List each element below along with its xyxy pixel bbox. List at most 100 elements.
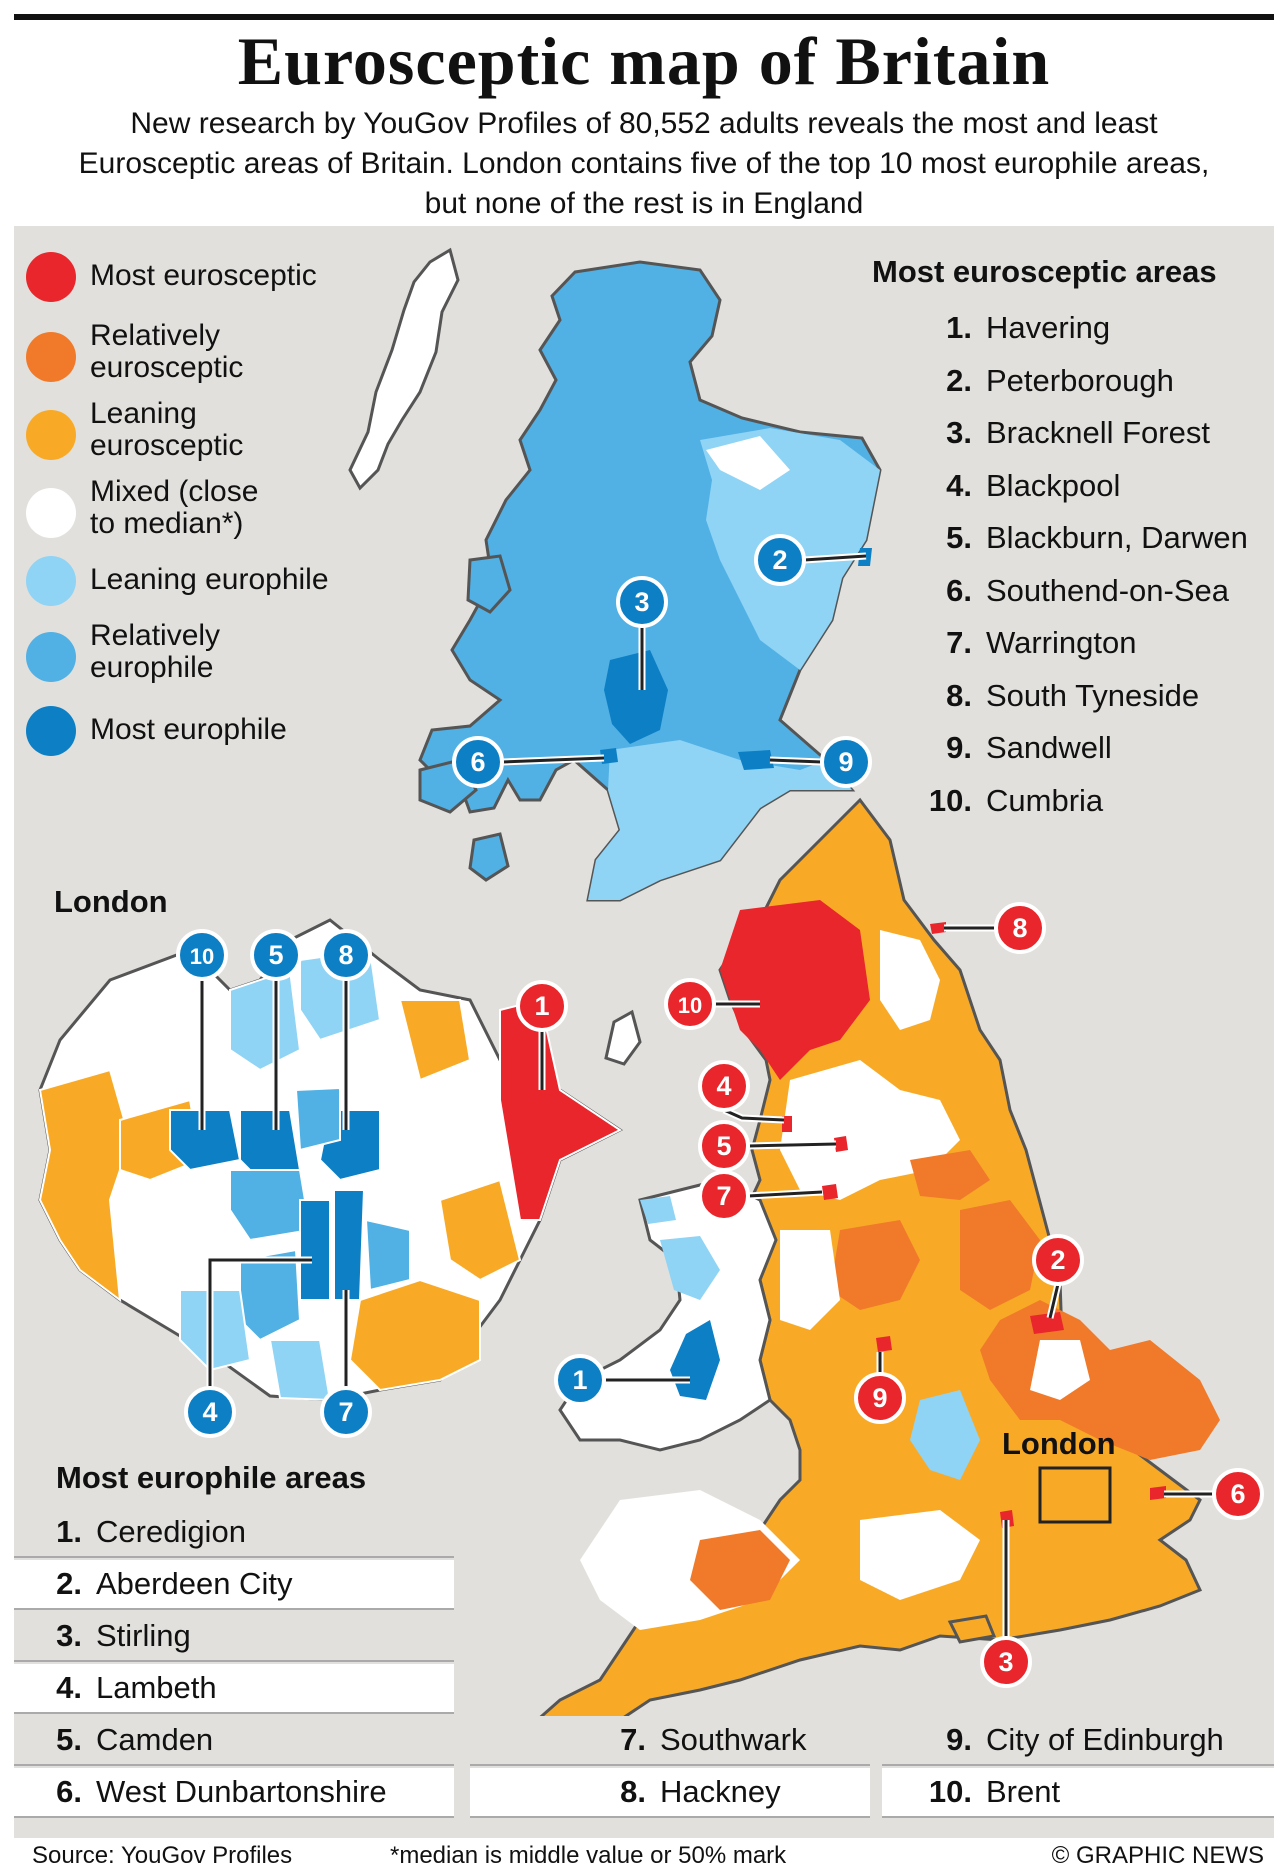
islay bbox=[468, 832, 510, 882]
list-rank: 10. bbox=[928, 1774, 972, 1809]
west-dunbartonshire bbox=[600, 748, 618, 764]
badge-circle bbox=[184, 1386, 236, 1438]
badge-number: 6 bbox=[470, 747, 485, 777]
badge-number: 2 bbox=[772, 545, 787, 575]
south-coast-mixed bbox=[860, 1510, 980, 1600]
eurosceptic-list-item: 2. Peterborough bbox=[912, 363, 1272, 399]
europhile-badge-6: 6 bbox=[452, 736, 605, 788]
list-rank: 4. bbox=[56, 1670, 82, 1705]
eurosceptic-list-item: 3. Bracknell Forest bbox=[912, 415, 1272, 451]
stirling bbox=[604, 650, 668, 744]
badge-number: 7 bbox=[716, 1181, 731, 1211]
leader-line bbox=[723, 1108, 785, 1122]
list-rank: 8. bbox=[620, 1774, 646, 1809]
europhile-list-item: 9. City of Edinburgh bbox=[882, 1716, 1274, 1766]
westminster-area bbox=[229, 1169, 312, 1242]
eurosceptic-list-item: 7. Warrington bbox=[912, 625, 1272, 661]
anglesey bbox=[640, 1196, 676, 1224]
badge-number: 10 bbox=[190, 944, 214, 969]
badge-circle bbox=[516, 980, 568, 1032]
legend-label-line2: to median*) bbox=[90, 507, 244, 540]
cambridge-mixed bbox=[1030, 1340, 1090, 1400]
skye bbox=[466, 554, 512, 614]
list-rank: 6. bbox=[946, 572, 972, 608]
london-map-label: London bbox=[1002, 1426, 1116, 1461]
top-rule bbox=[14, 14, 1274, 20]
enfield-area bbox=[398, 999, 472, 1082]
leader-line bbox=[747, 1190, 823, 1198]
devon-relative bbox=[690, 1530, 790, 1610]
europhile-list-item: 1. Ceredigion bbox=[14, 1508, 454, 1558]
south-tyneside bbox=[930, 922, 946, 934]
legend-label-line2: eurosceptic bbox=[90, 429, 244, 462]
eurosceptic-badge-8: 8 bbox=[944, 902, 1046, 954]
leader-line bbox=[501, 756, 605, 764]
list-name: Southend-on-Sea bbox=[986, 572, 1230, 608]
badge-number: 9 bbox=[872, 1383, 887, 1413]
badge-circle bbox=[176, 929, 228, 981]
eurosceptic-badge-10: 10 bbox=[664, 978, 760, 1030]
list-name: South Tyneside bbox=[986, 677, 1200, 713]
eurosceptic-badge-6: 6 bbox=[1164, 1468, 1264, 1520]
legend-label-line2: europhile bbox=[90, 651, 214, 684]
yorkshire-relative bbox=[910, 1150, 990, 1200]
eurosceptic-badge-5: 5 bbox=[698, 1120, 837, 1172]
badge-number: 8 bbox=[338, 940, 353, 970]
sandwell bbox=[876, 1336, 892, 1352]
badge-circle bbox=[980, 1636, 1032, 1688]
cumbria bbox=[720, 900, 870, 1080]
badge-number: 1 bbox=[572, 1365, 587, 1395]
southern-scotland bbox=[588, 740, 852, 900]
oxford-europhile bbox=[910, 1390, 980, 1480]
list-rank: 10. bbox=[928, 782, 972, 818]
eurosceptic-badge-3: 3 bbox=[980, 1520, 1032, 1688]
list-rank: 2. bbox=[946, 362, 972, 398]
list-rank: 2. bbox=[56, 1566, 82, 1601]
list-rank: 3. bbox=[946, 415, 972, 450]
europhile-list-item: 6. West Dunbartonshire bbox=[14, 1768, 454, 1818]
europhile-heading: Most europhile areas bbox=[56, 1460, 367, 1495]
eurosceptic-badge-1: 1 bbox=[516, 980, 568, 1090]
legend-swatch bbox=[26, 556, 76, 606]
badge-circle bbox=[994, 902, 1046, 954]
lewisham-area bbox=[364, 1218, 411, 1292]
europhile-badge-8: 8 bbox=[320, 929, 372, 1130]
badge-circle bbox=[698, 1060, 750, 1112]
europhile-badge-1: 1 bbox=[554, 1354, 690, 1406]
badge-circle bbox=[554, 1354, 606, 1406]
eurosceptic-heading: Most eurosceptic areas bbox=[872, 254, 1217, 289]
leader-line-halo bbox=[206, 1256, 312, 1388]
badge-circle bbox=[698, 1170, 750, 1222]
legend-label-line2: eurosceptic bbox=[90, 351, 244, 384]
badge-circle bbox=[820, 736, 872, 788]
moray-mixed bbox=[706, 436, 790, 490]
list-name: Aberdeen City bbox=[96, 1566, 293, 1601]
legend-swatch bbox=[26, 410, 76, 460]
eurosceptic-badge-7: 7 bbox=[698, 1170, 823, 1222]
badge-circle bbox=[452, 736, 504, 788]
list-rank: 5. bbox=[56, 1722, 82, 1757]
europhile-badge-10: 10 bbox=[176, 929, 228, 1130]
london-inset-label: London bbox=[54, 884, 168, 919]
list-rank: 5. bbox=[946, 520, 972, 555]
europhile-list-item: 5. Camden bbox=[14, 1716, 454, 1766]
leader-line bbox=[803, 554, 867, 562]
london-box bbox=[1038, 1466, 1112, 1524]
europhile-list-item: 3. Stirling bbox=[14, 1612, 454, 1662]
badge-circle bbox=[320, 929, 372, 981]
badge-number: 6 bbox=[1230, 1479, 1245, 1509]
edinburgh bbox=[738, 750, 774, 770]
badge-number: 1 bbox=[534, 991, 549, 1021]
leader-line bbox=[747, 1142, 837, 1148]
europhile-badge-2: 2 bbox=[754, 534, 867, 586]
badge-number: 10 bbox=[678, 993, 702, 1018]
eurosceptic-badge-2: 2 bbox=[1032, 1234, 1084, 1319]
page-title: Eurosceptic map of Britain bbox=[237, 23, 1051, 99]
badge-number: 2 bbox=[1050, 1245, 1065, 1275]
list-name: City of Edinburgh bbox=[986, 1722, 1224, 1757]
list-name: Brent bbox=[986, 1774, 1061, 1809]
leader-line bbox=[208, 1258, 312, 1388]
list-name: Southwark bbox=[660, 1722, 807, 1757]
list-rank: 6. bbox=[56, 1774, 82, 1809]
leader-line bbox=[1048, 1283, 1060, 1319]
